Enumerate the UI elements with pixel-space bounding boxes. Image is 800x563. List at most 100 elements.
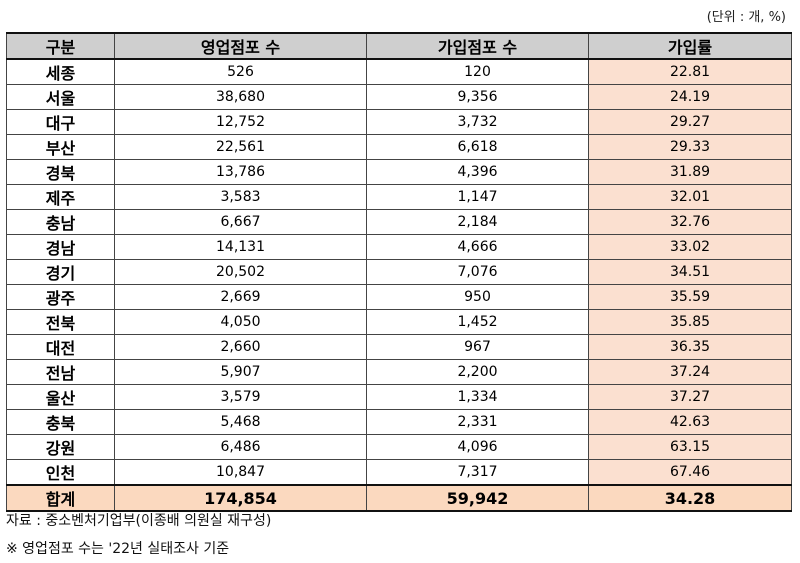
cell-joined-stores: 4,666 [366,234,589,260]
table-body: 세종 526 120 22.81 서울 38,680 9,356 24.19 대구 12,752 3… [6,58,792,512]
cell-join-rate: 37.24 [588,359,792,385]
cell-join-rate: 63.15 [588,434,792,460]
cell-operating-stores: 526 [114,58,367,85]
table-row: 경남 14,131 4,666 33.02 [6,234,792,260]
table-row: 충북 5,468 2,331 42.63 [6,409,792,435]
table-row: 대구 12,752 3,732 29.27 [6,109,792,135]
cell-joined-stores: 4,096 [366,434,589,460]
cell-joined-stores: 1,147 [366,184,589,210]
cell-join-rate: 31.89 [588,159,792,185]
cell-region: 대구 [6,109,115,135]
cell-joined-stores: 7,076 [366,259,589,285]
cell-join-rate: 32.01 [588,184,792,210]
table-row: 경북 13,786 4,396 31.89 [6,159,792,185]
table-row: 전남 5,907 2,200 37.24 [6,359,792,385]
cell-join-rate: 34.51 [588,259,792,285]
table-row: 광주 2,669 950 35.59 [6,284,792,310]
total-cell-joined-stores: 59,942 [366,484,589,512]
cell-join-rate: 29.27 [588,109,792,135]
cell-join-rate: 67.46 [588,459,792,486]
cell-operating-stores: 6,486 [114,434,367,460]
cell-join-rate: 22.81 [588,58,792,85]
remark-note: ※ 영업점포 수는 '22년 실태조사 기준 [6,541,230,557]
cell-join-rate: 24.19 [588,84,792,110]
cell-region: 광주 [6,284,115,310]
cell-join-rate: 37.27 [588,384,792,410]
cell-operating-stores: 22,561 [114,134,367,160]
cell-region: 충북 [6,409,115,435]
cell-region: 경기 [6,259,115,285]
cell-region: 강원 [6,434,115,460]
cell-region: 울산 [6,384,115,410]
cell-operating-stores: 2,660 [114,334,367,360]
cell-joined-stores: 2,200 [366,359,589,385]
cell-joined-stores: 120 [366,58,589,85]
header-joined-stores: 가입점포 수 [366,32,589,60]
cell-join-rate: 33.02 [588,234,792,260]
table-row: 강원 6,486 4,096 63.15 [6,434,792,460]
cell-joined-stores: 967 [366,334,589,360]
cell-operating-stores: 10,847 [114,459,367,486]
table-row: 세종 526 120 22.81 [6,58,792,85]
cell-region: 경북 [6,159,115,185]
header-join-rate: 가입률 [588,32,792,60]
cell-joined-stores: 4,396 [366,159,589,185]
cell-joined-stores: 3,732 [366,109,589,135]
cell-join-rate: 32.76 [588,209,792,235]
table-row: 서울 38,680 9,356 24.19 [6,84,792,110]
table-row: 부산 22,561 6,618 29.33 [6,134,792,160]
cell-operating-stores: 5,907 [114,359,367,385]
cell-join-rate: 35.85 [588,309,792,335]
cell-joined-stores: 9,356 [366,84,589,110]
total-cell-region: 합계 [6,484,115,512]
cell-join-rate: 36.35 [588,334,792,360]
cell-joined-stores: 2,331 [366,409,589,435]
cell-operating-stores: 12,752 [114,109,367,135]
cell-operating-stores: 38,680 [114,84,367,110]
table-total-row: 합계 174,854 59,942 34.28 [6,484,792,512]
total-cell-join-rate: 34.28 [588,484,792,512]
cell-region: 세종 [6,58,115,85]
cell-operating-stores: 14,131 [114,234,367,260]
cell-region: 대전 [6,334,115,360]
cell-join-rate: 35.59 [588,284,792,310]
cell-region: 부산 [6,134,115,160]
cell-region: 전남 [6,359,115,385]
total-cell-operating-stores: 174,854 [114,484,367,512]
header-region: 구분 [6,32,115,60]
cell-join-rate: 29.33 [588,134,792,160]
cell-operating-stores: 6,667 [114,209,367,235]
membership-table: 구분 영업점포 수 가입점포 수 가입률 세종 526 120 22.81 서울 38,6… [6,32,792,512]
cell-region: 제주 [6,184,115,210]
table-row: 대전 2,660 967 36.35 [6,334,792,360]
cell-joined-stores: 1,334 [366,384,589,410]
table-row: 제주 3,583 1,147 32.01 [6,184,792,210]
cell-joined-stores: 7,317 [366,459,589,486]
cell-operating-stores: 5,468 [114,409,367,435]
cell-joined-stores: 1,452 [366,309,589,335]
unit-label: (단위 : 개, %) [706,10,786,25]
cell-join-rate: 42.63 [588,409,792,435]
cell-operating-stores: 2,669 [114,284,367,310]
cell-region: 서울 [6,84,115,110]
cell-operating-stores: 4,050 [114,309,367,335]
cell-joined-stores: 2,184 [366,209,589,235]
table-row: 울산 3,579 1,334 37.27 [6,384,792,410]
cell-operating-stores: 13,786 [114,159,367,185]
cell-joined-stores: 950 [366,284,589,310]
cell-operating-stores: 3,583 [114,184,367,210]
table-header-row: 구분 영업점포 수 가입점포 수 가입률 [6,32,792,60]
table-row: 충남 6,667 2,184 32.76 [6,209,792,235]
table-row: 경기 20,502 7,076 34.51 [6,259,792,285]
cell-joined-stores: 6,618 [366,134,589,160]
table-row: 전북 4,050 1,452 35.85 [6,309,792,335]
cell-region: 충남 [6,209,115,235]
cell-region: 경남 [6,234,115,260]
cell-region: 전북 [6,309,115,335]
header-operating-stores: 영업점포 수 [114,32,367,60]
cell-region: 인천 [6,459,115,486]
table-row: 인천 10,847 7,317 67.46 [6,459,792,486]
cell-operating-stores: 3,579 [114,384,367,410]
source-note: 자료 : 중소벤처기업부(이종배 의원실 재구성) [6,513,272,529]
cell-operating-stores: 20,502 [114,259,367,285]
